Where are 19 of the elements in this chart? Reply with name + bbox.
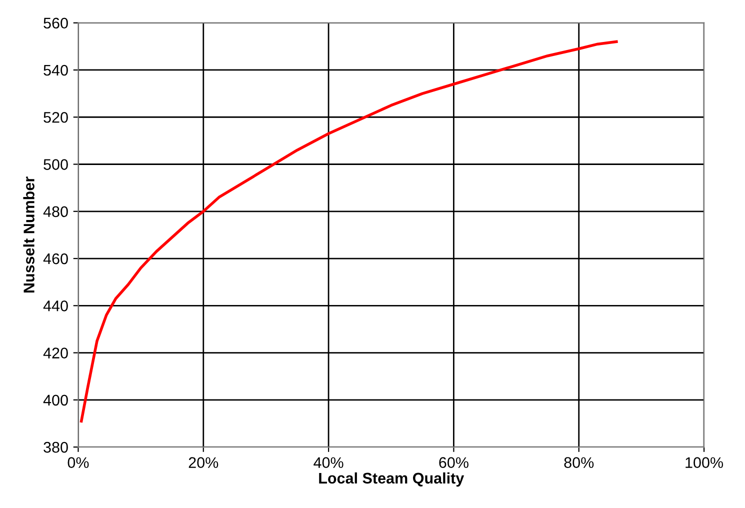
y-tick-label: 460 [43,253,68,264]
y-tick-label: 380 [44,442,68,453]
y-tick-label: 400 [43,394,68,406]
y-tick-label: 560 [44,18,68,29]
x-tick-label: 20% [188,457,218,468]
y-tick-label: 540 [44,64,68,76]
y-tick-label: 440 [43,300,68,312]
y-tick-label: 500 [44,159,68,170]
x-tick-label: 80% [564,457,594,468]
y-tick-label: 480 [43,206,68,218]
x-tick-label: 100% [686,457,724,468]
line-series [80,40,618,423]
y-tick-label: 520 [44,112,68,123]
x-tick-label: 0% [68,457,89,468]
y-axis-title: Nusselt Number [23,176,34,293]
x-tick-label: 60% [439,457,468,468]
y-tick-label: 420 [43,348,68,358]
x-axis-title: Local Steam Quality [319,472,464,487]
x-tick-label: 40% [314,457,344,468]
